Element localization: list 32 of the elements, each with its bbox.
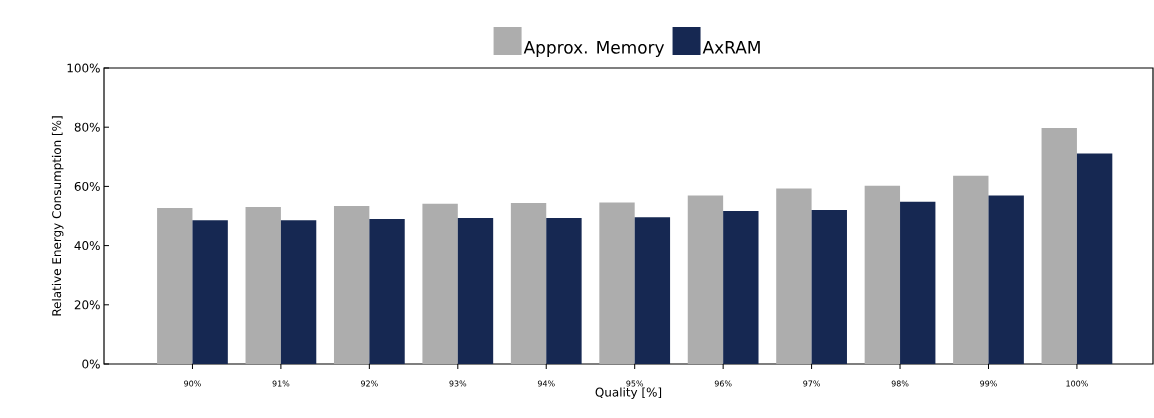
bar — [1041, 128, 1077, 364]
bar — [599, 202, 635, 364]
bar — [811, 210, 847, 364]
legend-label: AxRAM — [702, 41, 760, 54]
bar — [634, 217, 671, 364]
y-tick-label: 40% — [74, 241, 100, 251]
bar — [776, 188, 812, 364]
bar — [1076, 153, 1113, 364]
bar — [422, 203, 458, 364]
y-tick-label: 80% — [74, 122, 100, 132]
bar — [510, 202, 547, 364]
bar — [457, 218, 494, 364]
y-tick-label: 0% — [82, 359, 100, 369]
bar — [988, 195, 1024, 364]
bar — [333, 205, 370, 364]
bar — [245, 207, 281, 364]
bar — [864, 185, 901, 364]
bar — [192, 220, 228, 364]
y-tick-label: 100% — [67, 63, 100, 73]
bar — [280, 220, 317, 364]
y-tick-label: 60% — [74, 181, 100, 191]
bar — [687, 195, 724, 364]
bar — [546, 218, 582, 364]
bar — [369, 218, 405, 364]
bar — [157, 208, 193, 364]
y-axis-title: Relative Energy Consumption [%] — [51, 116, 64, 316]
x-axis-title: Quality [%] — [595, 387, 662, 399]
bar — [953, 175, 989, 364]
bar — [900, 201, 936, 364]
bar — [723, 210, 759, 364]
legend-label: Approx. Memory — [523, 41, 665, 57]
y-tick-label: 20% — [74, 300, 100, 310]
